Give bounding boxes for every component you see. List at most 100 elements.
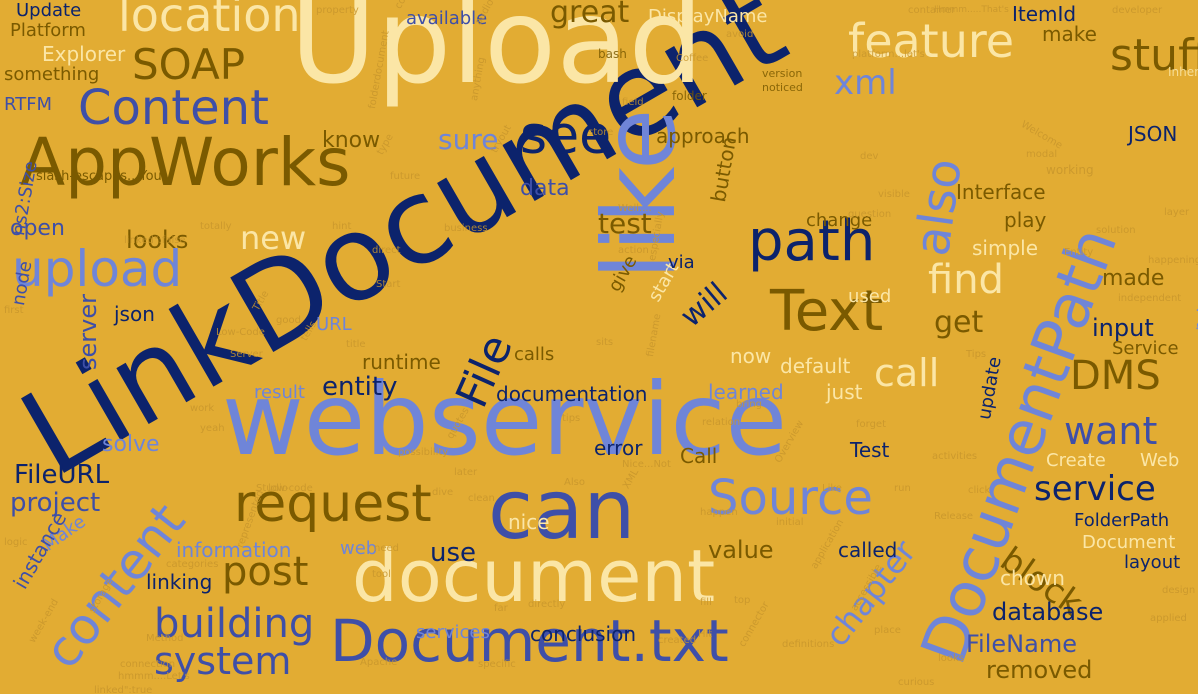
cloud-word: Start — [376, 279, 401, 290]
cloud-word: Hmmm.....That's — [934, 5, 1009, 15]
cloud-word: now — [730, 344, 772, 368]
cloud-word: folder — [672, 89, 707, 103]
cloud-word: dive — [432, 487, 454, 498]
cloud-word: business — [444, 223, 488, 234]
cloud-word: initial — [776, 517, 804, 528]
cloud-word: created — [658, 635, 697, 646]
cloud-word: xml — [834, 63, 897, 103]
cloud-word: DisplayName — [648, 6, 768, 27]
cloud-word: Text — [770, 279, 884, 344]
cloud-word: version — [762, 67, 803, 80]
cloud-word: tips — [562, 413, 581, 424]
cloud-word: FolderPath — [1074, 510, 1170, 531]
cloud-word: nice — [508, 510, 550, 534]
cloud-word: called — [838, 538, 898, 562]
cloud-word: run — [894, 483, 911, 494]
cloud-word: AppWorks — [20, 124, 351, 201]
cloud-word: developer — [1112, 5, 1163, 16]
cloud-word: click — [968, 485, 991, 496]
cloud-word: JSON — [1128, 122, 1178, 146]
cloud-word: Web — [1140, 450, 1180, 471]
cloud-word: get — [934, 305, 984, 340]
cloud-word: Also — [564, 477, 585, 488]
cloud-word: Source — [708, 470, 873, 526]
cloud-word: Server — [230, 349, 263, 360]
cloud-word: post — [222, 549, 309, 595]
cloud-word: use — [430, 538, 477, 568]
cloud-word: approach — [656, 124, 750, 148]
cloud-word: made — [1102, 266, 1165, 291]
cloud-word: stuff — [1110, 30, 1198, 81]
cloud-word: project — [10, 488, 101, 518]
cloud-word: location — [118, 0, 301, 42]
cloud-word: future — [390, 171, 421, 182]
cloud-word: information — [176, 538, 292, 562]
cloud-word: find — [928, 257, 1004, 303]
cloud-word: fill — [700, 597, 712, 608]
cloud-word: direct — [372, 245, 401, 256]
cloud-word: Create — [1046, 450, 1106, 471]
cloud-word: ItemId — [1012, 2, 1077, 26]
cloud-word: need — [374, 543, 399, 554]
cloud-word: happening — [1148, 255, 1198, 266]
cloud-word: request — [234, 474, 432, 534]
cloud-word: make — [1042, 22, 1097, 46]
cloud-word: know — [322, 128, 381, 153]
cloud-word: looks — [938, 653, 965, 664]
cloud-word: error — [594, 436, 643, 460]
cloud-word: good — [276, 315, 301, 326]
cloud-word: hmmm....Let's — [118, 671, 190, 682]
cloud-word: SOAP — [132, 40, 246, 89]
cloud-word: independent — [1118, 293, 1182, 304]
cloud-word: solve — [102, 432, 160, 457]
cloud-word: linked":false — [124, 235, 186, 246]
cloud-word: entity — [322, 372, 398, 402]
cloud-word: Nice...Not — [622, 459, 671, 470]
cloud-word: Release — [934, 511, 974, 522]
cloud-word: platform...let's — [852, 49, 925, 60]
cloud-word: new — [240, 219, 307, 257]
cloud-word: linking — [146, 570, 213, 594]
cloud-word: Test — [850, 438, 890, 462]
cloud-word: server — [74, 294, 102, 370]
cloud-word: tool — [372, 569, 391, 580]
cloud-word: learned — [708, 380, 784, 404]
cloud-word: layout — [1124, 552, 1181, 573]
cloud-word: Like — [822, 483, 842, 494]
cloud-word: URL — [316, 314, 352, 335]
cloud-word: just — [826, 380, 863, 404]
cloud-word: Content — [78, 80, 269, 136]
cloud-word: store — [588, 127, 614, 138]
cloud-word: noticed — [762, 81, 803, 94]
cloud-word: clean — [468, 493, 495, 504]
cloud-word: question — [848, 209, 892, 220]
cloud-word: upload — [12, 240, 183, 298]
cloud-word: default — [780, 354, 851, 378]
cloud-word: low-code — [268, 483, 313, 494]
cloud-word: Service — [1112, 338, 1179, 359]
cloud-word: input — [1092, 314, 1154, 342]
cloud-word: test — [598, 207, 652, 240]
cloud-word: call — [874, 351, 940, 395]
cloud-word: property — [316, 5, 359, 16]
cloud-word: container — [908, 5, 956, 16]
cloud-word: change — [806, 210, 873, 231]
cloud-word: service — [1034, 469, 1156, 509]
cloud-word: webservice — [222, 361, 787, 478]
cloud-word: instance — [8, 507, 72, 593]
cloud-word: bash — [598, 47, 627, 61]
cloud-word: Tips — [966, 349, 987, 360]
cloud-word: sits — [596, 337, 614, 348]
cloud-word: logic — [4, 537, 28, 548]
cloud-word: relation — [702, 417, 741, 428]
cloud-word: Coffee — [676, 53, 709, 64]
cloud-word: happen — [700, 507, 738, 518]
cloud-word: solution — [1096, 225, 1136, 236]
cloud-word: open — [10, 216, 65, 241]
cloud-word: title — [346, 339, 366, 350]
cloud-word: field — [622, 97, 644, 108]
cloud-word: system — [154, 639, 292, 683]
cloud-word: calls — [514, 344, 555, 365]
cloud-word: later — [454, 467, 478, 478]
